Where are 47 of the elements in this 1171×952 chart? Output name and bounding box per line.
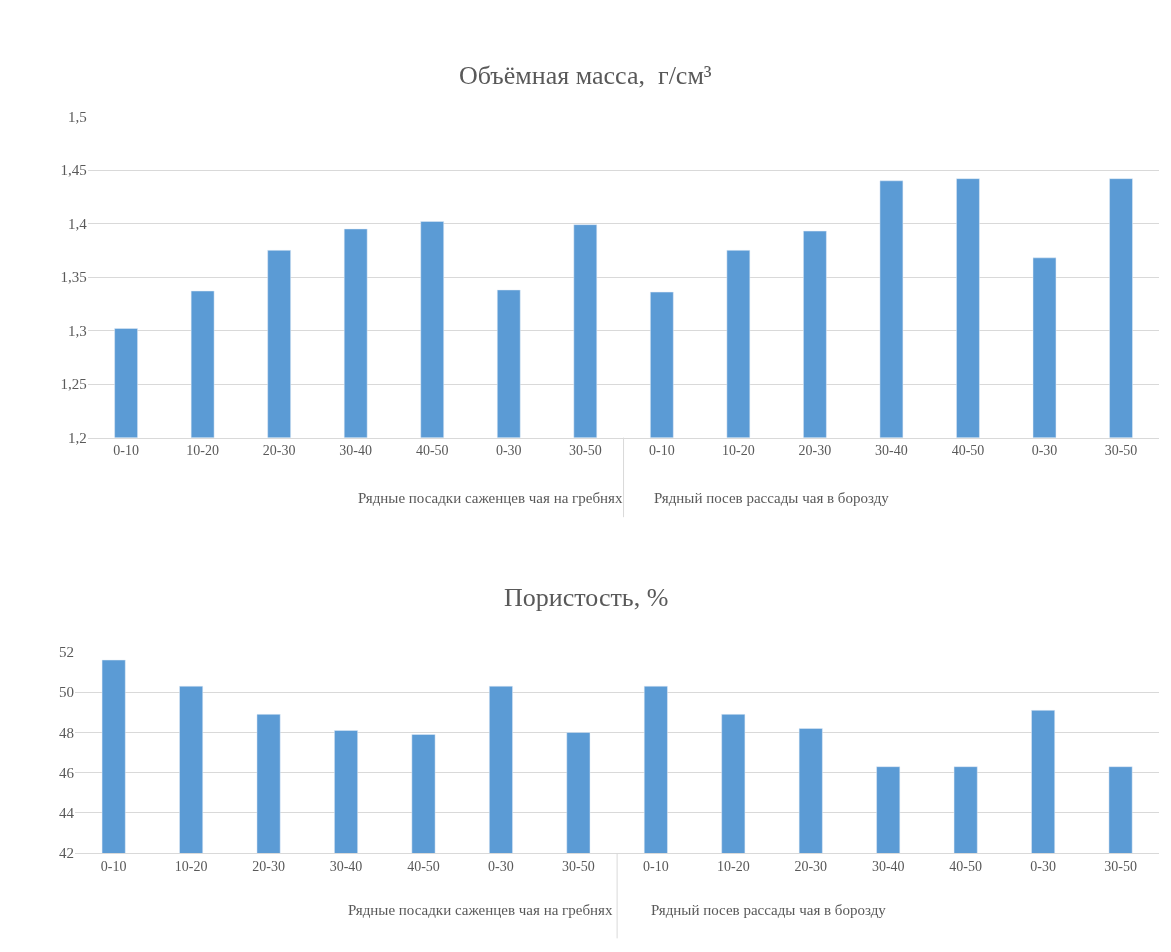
y-tick-label: 50 <box>58 684 74 701</box>
y-tick-label: 1,45 <box>60 162 87 179</box>
x-tick-label: 10-20 <box>186 443 219 459</box>
y-tick-label: 1,35 <box>60 269 87 286</box>
x-tick-label: 10-20 <box>722 443 755 459</box>
x-tick-label: 0-10 <box>648 443 675 459</box>
y-tick-label: 44 <box>58 805 75 822</box>
y-tick-label: 42 <box>58 845 74 862</box>
y-tick-label: 1,2 <box>68 429 87 446</box>
x-tick-label: 20-30 <box>252 859 285 875</box>
y-tick-label: 52 <box>58 644 74 661</box>
y-tick-label: 46 <box>58 764 75 781</box>
x-tick-label: 0-10 <box>100 859 127 875</box>
x-tick-label: 30-50 <box>1104 443 1138 459</box>
x-tick-label: 40-50 <box>407 859 440 875</box>
y-tick-label: 1,25 <box>60 376 87 393</box>
y-tick-label: 48 <box>58 724 74 741</box>
x-tick-label: 30-50 <box>562 859 595 875</box>
x-tick-label: 10-20 <box>174 859 208 875</box>
x-tick-label: 30-40 <box>875 443 908 459</box>
text: Рядный посев рассады чая в борозду <box>651 902 887 918</box>
x-tick-label: 30-40 <box>339 443 373 459</box>
x-tick-label: 40-50 <box>951 443 985 459</box>
x-tick-label: 30-50 <box>1104 859 1137 875</box>
x-tick-label: 40-50 <box>415 443 449 459</box>
x-tick-label: 0-30 <box>488 859 514 875</box>
x-tick-label: 0-30 <box>1031 443 1058 459</box>
text: Рядные посадки саженцев чая на гребнях <box>358 490 623 506</box>
x-tick-label: 30-50 <box>568 443 602 459</box>
chart-title: Объёмная масса, г/см³ <box>459 61 712 90</box>
x-tick-label: 0-10 <box>643 859 669 875</box>
x-tick-label: 30-40 <box>329 859 363 875</box>
text: Рядный посев рассады чая в борозду <box>654 490 890 506</box>
x-tick-label: 0-10 <box>113 443 139 459</box>
x-tick-label: 0-30 <box>495 443 522 459</box>
y-tick-label: 1,5 <box>68 108 87 125</box>
text: Рядные посадки саженцев чая на гребнях <box>348 902 613 918</box>
x-tick-label: 20-30 <box>794 859 828 875</box>
y-tick-label: 1,3 <box>68 322 87 339</box>
y-tick-label: 1,4 <box>68 215 88 232</box>
x-tick-label: 20-30 <box>262 443 296 459</box>
chart-title: Пористость, % <box>504 583 669 612</box>
x-tick-label: 30-40 <box>871 859 905 875</box>
x-tick-label: 10-20 <box>716 859 750 875</box>
x-tick-label: 20-30 <box>798 443 832 459</box>
x-tick-label: 40-50 <box>949 859 982 875</box>
x-tick-label: 0-30 <box>1030 859 1056 875</box>
